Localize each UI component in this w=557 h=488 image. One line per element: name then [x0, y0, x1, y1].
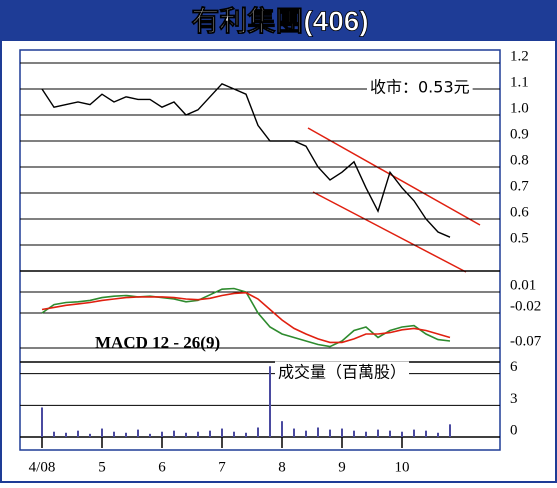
- y-tick-label: 1.2: [510, 48, 529, 64]
- y-tick-label: 0.7: [510, 178, 529, 194]
- bar: [293, 428, 295, 437]
- x-tick-label: 4/08: [29, 459, 56, 475]
- bar: [209, 430, 211, 437]
- data-line: [41, 291, 451, 344]
- bar: [53, 431, 55, 437]
- plot-frame: [19, 49, 501, 451]
- bar: [89, 433, 91, 437]
- bar: [317, 427, 319, 437]
- bar: [437, 432, 439, 437]
- bar: [329, 429, 331, 437]
- bar: [449, 424, 451, 437]
- y-tick-label: 0.8: [510, 152, 529, 168]
- bar: [101, 428, 103, 437]
- bar: [137, 429, 139, 437]
- bar: [425, 430, 427, 437]
- annotation: 成交量（百萬股）: [278, 363, 406, 382]
- y-tick-label: 0.5: [510, 230, 529, 246]
- bar: [233, 431, 235, 437]
- bar: [257, 427, 259, 437]
- annotation: 收市：0.53元: [370, 78, 470, 97]
- y-tick-label: 1.1: [510, 74, 529, 90]
- bar: [149, 433, 151, 437]
- bar: [305, 430, 307, 437]
- bar: [221, 428, 223, 437]
- bar: [197, 431, 199, 437]
- y-tick-label: 6: [510, 359, 518, 375]
- bar: [173, 430, 175, 437]
- y-tick-label: 0.9: [510, 126, 529, 142]
- data-line: [41, 82, 451, 238]
- bar: [365, 431, 367, 437]
- bar: [269, 366, 271, 437]
- y-tick-label: 0.01: [510, 277, 536, 293]
- bar: [161, 431, 163, 437]
- y-tick-label: 0.6: [510, 204, 529, 220]
- x-tick-label: 7: [218, 459, 226, 475]
- bar: [281, 421, 283, 437]
- x-tick-label: 9: [338, 459, 346, 475]
- bar: [185, 432, 187, 437]
- bar: [389, 430, 391, 437]
- chart-title: 有利集團(406): [191, 5, 368, 36]
- x-tick-label: 5: [98, 459, 106, 475]
- x-tick-label: 6: [158, 459, 166, 475]
- y-tick-label: -0.02: [510, 298, 541, 314]
- y-tick-label: 1.0: [510, 100, 529, 116]
- bar: [341, 428, 343, 437]
- annotation-bg: [275, 361, 410, 383]
- y-tick-label: -0.07: [510, 333, 542, 349]
- annotation-bg: [367, 76, 473, 98]
- bar: [377, 429, 379, 437]
- bar: [77, 430, 79, 437]
- bar: [353, 430, 355, 437]
- bar: [125, 432, 127, 437]
- bar: [65, 432, 67, 437]
- bar: [401, 431, 403, 437]
- bar: [413, 429, 415, 437]
- bar: [245, 432, 247, 437]
- trend-line: [312, 191, 467, 273]
- annotation: MACD 12 - 26(9): [95, 333, 220, 352]
- y-tick-label: 3: [510, 391, 518, 407]
- x-tick-label: 8: [278, 459, 286, 475]
- bar: [113, 431, 115, 437]
- bar: [41, 407, 43, 437]
- title-bar: [1, 1, 556, 41]
- y-tick-label: 0: [510, 422, 518, 438]
- x-tick-label: 10: [395, 459, 410, 475]
